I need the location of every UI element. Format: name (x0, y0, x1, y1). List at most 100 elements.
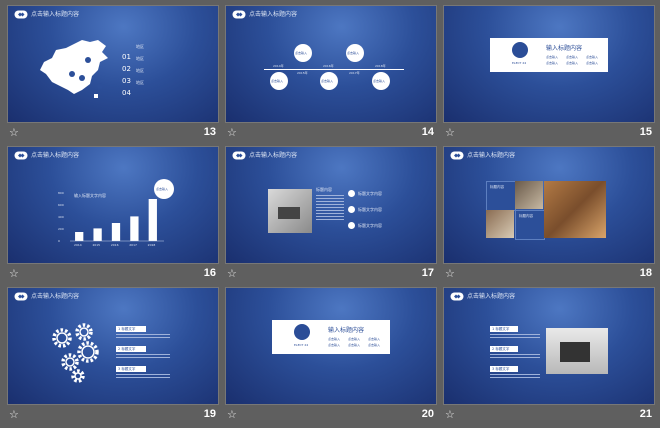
slide-thumbnail-15[interactable]: ELECT 24 输入标题内容 点击输入 点击输入 点击输入 点击输入 点击输入… (444, 6, 654, 146)
slide-preview[interactable]: 点击输入标题内容 点击输入 点击输入 点击输入 点击输入 点击输入 2014年 … (226, 6, 436, 122)
bubble-text: 点击输入 (347, 51, 360, 55)
slide-thumbnail-18[interactable]: 点击输入标题内容 标题内容 标题内容 ☆ 18 (444, 147, 654, 287)
bar-2015 (93, 228, 102, 241)
logo-icon (14, 10, 28, 19)
slide-preview[interactable]: ELECT 24 输入标题内容 点击输入 点击输入 点击输入 点击输入 点击输入… (226, 288, 436, 404)
star-icon[interactable]: ☆ (9, 126, 19, 139)
slide-header-title: 点击输入标题内容 (467, 152, 516, 159)
slide-preview[interactable]: ELECT 24 输入标题内容 点击输入 点击输入 点击输入 点击输入 点击输入… (444, 6, 654, 122)
slide-number: 14 (421, 126, 434, 138)
slide-thumbnail-16[interactable]: 点击输入标题内容 输入标题文字内容 点击输入 800 600 400 200 0 2014… (8, 147, 218, 287)
x-tick-label: 2015 (92, 243, 100, 247)
item-title: 1 标题文字 (118, 327, 136, 331)
box-item: 点击输入 (348, 337, 361, 341)
text-lines (316, 195, 344, 221)
logo-icon (14, 151, 28, 160)
slide-preview[interactable]: 点击输入标题内容 标题内容 标题文字内容 标题文字内容 标题文字内容 (226, 147, 436, 263)
box-title: 输入标题内容 (546, 45, 583, 52)
slide-number: 15 (639, 126, 652, 138)
text-card: 标题内容 (515, 210, 545, 240)
slide-number: 18 (639, 267, 652, 279)
star-icon[interactable]: ☆ (9, 408, 19, 421)
item-title: 3 标题文字 (492, 367, 510, 371)
title-box: ELECT 24 输入标题内容 点击输入 点击输入 点击输入 点击输入 点击输入… (490, 38, 608, 72)
timeline-line (264, 69, 404, 70)
timeline-date: 2014年 (273, 64, 284, 68)
x-tick-label: 2018 (148, 243, 156, 247)
list-item: 标题文字内容 (358, 207, 382, 212)
item-icon (348, 206, 355, 213)
slide-header-title: 点击输入标题内容 (467, 293, 516, 300)
item-icon (348, 222, 355, 229)
item-title: 3 标题文字 (118, 367, 136, 371)
slide-preview[interactable]: 点击输入标题内容 1 标题文字 2 标题文字 3 标题文字 (8, 288, 218, 404)
slide-number: 20 (421, 408, 434, 420)
timeline-bubble (320, 72, 338, 90)
star-icon[interactable]: ☆ (445, 267, 455, 280)
slide-header-title: 点击输入标题内容 (249, 152, 298, 159)
star-icon[interactable]: ☆ (445, 408, 455, 421)
slide-footer: ☆ 14 (226, 123, 436, 143)
list-item: 01 地区 (122, 44, 144, 61)
slide-header-title: 点击输入标题内容 (31, 293, 80, 300)
box-item: 点击输入 (328, 337, 341, 341)
slide-footer: ☆ 19 (8, 405, 218, 425)
chart-callout: 点击输入 (154, 179, 174, 199)
bubble-text: 点击输入 (373, 79, 386, 83)
list-item: 标题文字内容 (358, 223, 382, 228)
bar-2018 (148, 199, 157, 241)
list-item: 03 地区 (122, 68, 144, 85)
star-icon[interactable]: ☆ (445, 126, 455, 139)
logo-icon (450, 292, 464, 301)
slide-thumbnail-14[interactable]: 点击输入标题内容 点击输入 点击输入 点击输入 点击输入 点击输入 2014年 … (226, 6, 436, 146)
slide-number: 21 (639, 408, 652, 420)
bar-2017 (130, 216, 139, 241)
slide-thumbnail-20[interactable]: ELECT 24 输入标题内容 点击输入 点击输入 点击输入 点击输入 点击输入… (226, 288, 436, 428)
slide-header-title: 点击输入标题内容 (249, 11, 298, 18)
box-item: 点击输入 (566, 55, 579, 59)
star-icon[interactable]: ☆ (227, 126, 237, 139)
callout-text: 点击输入 (156, 187, 169, 191)
star-icon[interactable]: ☆ (9, 267, 19, 280)
bubble-text: 点击输入 (271, 79, 284, 83)
slide-preview[interactable]: 点击输入标题内容 01 地区 02 地区 03 地区 04 地区 (8, 6, 218, 122)
timeline-date: 2018年 (375, 64, 386, 68)
slide-thumbnail-17[interactable]: 点击输入标题内容 标题内容 标题文字内容 标题文字内容 标题文字内容 ☆ 17 (226, 147, 436, 287)
box-sub: ELECT 24 (512, 61, 527, 65)
slide-preview[interactable]: 点击输入标题内容 标题内容 标题内容 (444, 147, 654, 263)
logo-icon (232, 151, 246, 160)
gears-icon (52, 323, 99, 383)
list-item: 标题文字内容 (358, 191, 382, 196)
slide-number: 19 (203, 408, 216, 420)
star-icon[interactable]: ☆ (227, 267, 237, 280)
bar-2016 (111, 223, 121, 241)
slide-header-title: 点击输入标题内容 (31, 11, 80, 18)
workspace-photo (544, 181, 606, 238)
slide-number: 17 (421, 267, 434, 279)
item-icon (348, 190, 355, 197)
logo-icon (232, 10, 246, 19)
bubble-text: 点击输入 (295, 51, 308, 55)
box-title: 输入标题内容 (328, 327, 365, 334)
item-title: 1 标题文字 (492, 327, 510, 331)
slide-preview[interactable]: 点击输入标题内容 输入标题文字内容 点击输入 800 600 400 200 0 2014… (8, 147, 218, 263)
box-item: 点击输入 (586, 61, 599, 65)
people-icon (294, 324, 310, 340)
office-photo (515, 181, 543, 209)
card-label: 标题内容 (490, 185, 504, 189)
slide-thumbnail-13[interactable]: 点击输入标题内容 01 地区 02 地区 03 地区 04 地区 ☆ 13 (8, 6, 218, 146)
slide-thumbnail-19[interactable]: 点击输入标题内容 1 标题文字 2 标题文字 3 标题文字 ☆ 19 (8, 288, 218, 428)
timeline-date: 2017年 (349, 71, 360, 75)
y-tick-label: 0 (58, 239, 60, 243)
box-item: 点击输入 (566, 61, 579, 65)
logo-icon (450, 151, 464, 160)
timeline-bubble (294, 44, 312, 62)
star-icon[interactable]: ☆ (227, 408, 237, 421)
x-tick-label: 2016 (111, 243, 119, 247)
slide-preview[interactable]: 点击输入标题内容 1 标题文字 2 标题文字 3 标题文字 (444, 288, 654, 404)
slide-thumbnail-21[interactable]: 点击输入标题内容 1 标题文字 2 标题文字 3 标题文字 ☆ 21 (444, 288, 654, 428)
timeline-bubble (270, 72, 288, 90)
list-item: 04 地区 (122, 80, 144, 97)
slide-number: 16 (203, 267, 216, 279)
timeline-date: 2015年 (297, 71, 308, 75)
